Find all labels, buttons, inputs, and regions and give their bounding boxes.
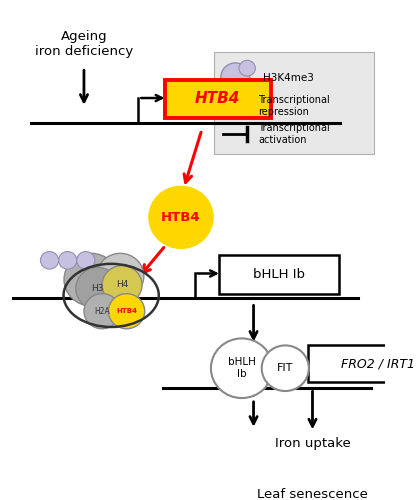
Circle shape (97, 254, 144, 299)
Text: Ageing
iron deficiency: Ageing iron deficiency (35, 30, 133, 58)
Circle shape (108, 294, 145, 329)
Circle shape (64, 254, 118, 306)
FancyBboxPatch shape (219, 255, 339, 294)
Text: bHLH Ib: bHLH Ib (253, 268, 305, 281)
Text: HTB4: HTB4 (194, 92, 240, 106)
Text: bHLH
Ib: bHLH Ib (228, 358, 256, 379)
Text: Transcriptional
activation: Transcriptional activation (258, 123, 330, 145)
Circle shape (221, 63, 250, 91)
Text: Transcriptional
repression: Transcriptional repression (258, 95, 330, 116)
Text: FRO2 / IRT1: FRO2 / IRT1 (341, 358, 415, 370)
Text: HTB4: HTB4 (116, 308, 137, 314)
FancyBboxPatch shape (165, 80, 271, 118)
FancyBboxPatch shape (214, 52, 374, 154)
Circle shape (40, 252, 58, 269)
Text: H4: H4 (116, 280, 128, 289)
Text: FIT: FIT (277, 363, 294, 373)
Text: H2A: H2A (94, 306, 110, 316)
Circle shape (84, 294, 120, 329)
Circle shape (211, 338, 273, 398)
Text: H3K4me3: H3K4me3 (262, 73, 313, 83)
Text: HTB4: HTB4 (161, 211, 201, 224)
FancyBboxPatch shape (308, 346, 420, 383)
Text: H3: H3 (91, 284, 104, 293)
Circle shape (77, 252, 95, 269)
Circle shape (58, 252, 77, 269)
Text: Iron uptake: Iron uptake (275, 436, 350, 450)
Circle shape (102, 266, 142, 304)
Circle shape (149, 186, 213, 248)
Circle shape (262, 346, 309, 391)
Circle shape (239, 60, 255, 76)
Circle shape (76, 268, 119, 310)
Text: Leaf senescence: Leaf senescence (257, 488, 368, 500)
